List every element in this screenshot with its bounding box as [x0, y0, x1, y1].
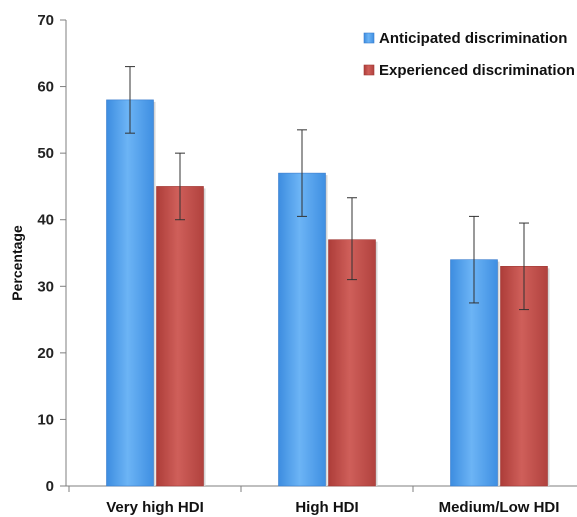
- bar-anticipated: [106, 99, 154, 487]
- legend-swatch: [363, 32, 375, 44]
- category-label: High HDI: [295, 499, 358, 516]
- legend-label: Experienced discrimination: [379, 62, 575, 79]
- y-tick-label: 20: [37, 345, 54, 362]
- legend-swatch: [363, 64, 375, 76]
- legend-label: Anticipated discrimination: [379, 30, 567, 47]
- y-tick-label: 40: [37, 212, 54, 229]
- y-tick-label: 10: [37, 411, 54, 428]
- labels: 0 10 20 30 40 50 60 70 Percentage Very high HDI Hi…: [9, 12, 559, 516]
- legend: Anticipated discrimination Experienced di…: [363, 30, 575, 79]
- y-tick-label: 50: [37, 145, 54, 162]
- y-tick-label: 30: [37, 278, 54, 295]
- bar-experienced: [156, 186, 204, 487]
- y-tick-label: 60: [37, 79, 54, 96]
- y-tick-label: 70: [37, 12, 54, 29]
- y-tick-label: 0: [46, 478, 54, 495]
- bar-anticipated: [278, 172, 326, 487]
- category-label: Medium/Low HDI: [439, 499, 560, 516]
- category-label: Very high HDI: [106, 499, 204, 516]
- bars: [106, 99, 550, 487]
- error-bars: [125, 66, 529, 311]
- y-axis-title: Percentage: [9, 225, 25, 301]
